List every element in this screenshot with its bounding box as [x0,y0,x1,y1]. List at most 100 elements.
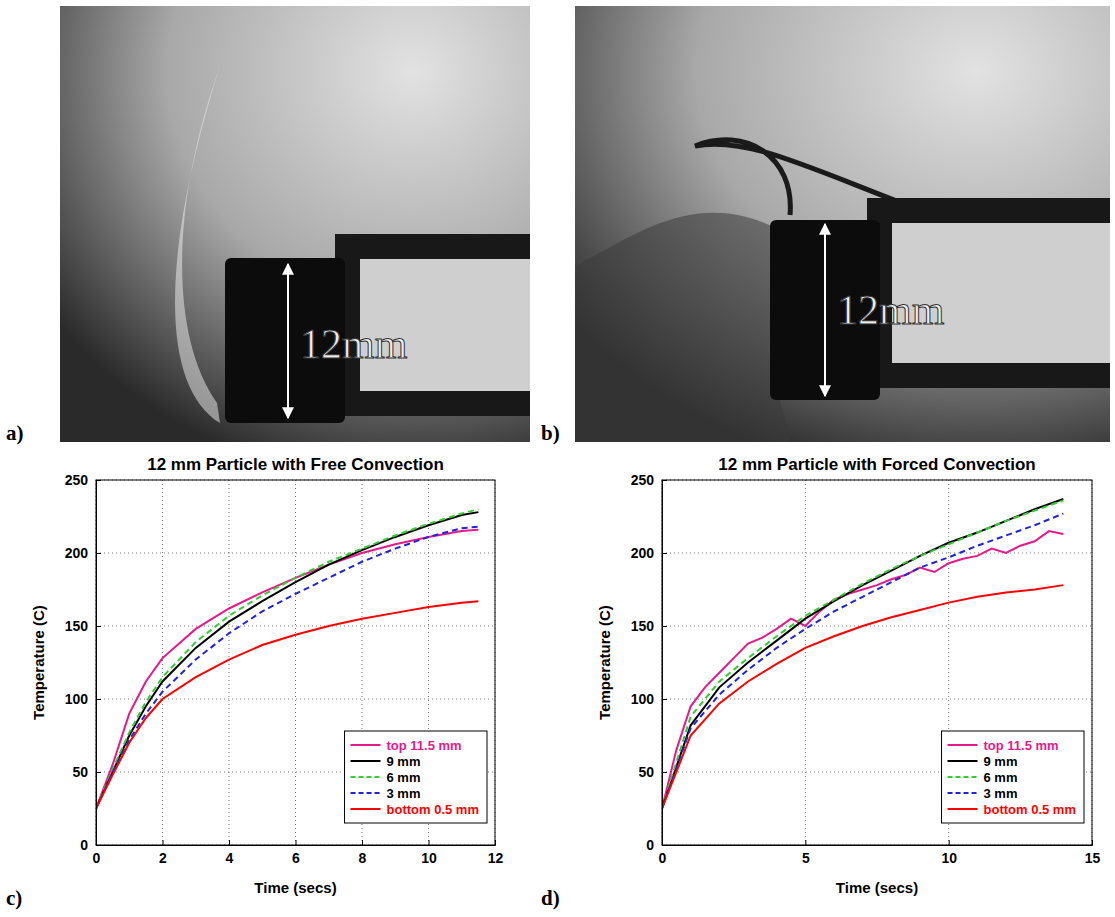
tick-label: 50 [72,764,88,780]
tick-mark [96,480,101,481]
y-axis-title: Temperature (C) [30,605,47,720]
heat-halo [175,66,220,423]
legend-swatch [351,776,381,778]
y-axis-title: Temperature (C) [596,605,613,720]
tick-mark [662,626,667,627]
photo-background [60,6,530,442]
tick-mark [296,840,297,845]
plot-area [662,499,1063,809]
tick-label: 150 [631,618,655,634]
legend-label: 6 mm [984,770,1018,785]
legend-swatch [351,808,381,810]
legend-swatch [948,808,978,810]
tick: 200 [631,545,667,561]
panel-label: b) [541,421,560,445]
legend-swatch [351,792,381,794]
series-line [662,499,1063,809]
chart-title: 12 mm Particle with Forced Convection [718,455,1035,474]
tick-label: 0 [93,850,101,866]
tick: 2 [159,840,167,866]
tick-label: 100 [631,691,655,707]
tick: 0 [646,837,667,853]
legend-swatch [351,744,381,746]
tick-label: 0 [646,837,654,853]
legend-label: 6 mm [387,770,421,785]
chart: 02468101205010015020025012 mm Particle w… [30,455,503,896]
grid [662,480,1092,845]
tick: 100 [631,691,667,707]
legend-swatch [948,776,978,778]
tick-label: 10 [421,850,437,866]
tick: 250 [65,472,101,488]
tick-label: 250 [631,472,655,488]
grid-line [162,480,163,845]
chart-title: 12 mm Particle with Free Convection [147,455,444,474]
series-line [662,514,1063,809]
grid-line [96,553,495,554]
legend-box [942,731,1084,823]
grid [96,480,495,845]
grid-line [96,626,495,627]
tick-label: 0 [659,850,667,866]
panel-label: d) [541,886,560,910]
y-axis: 0 50 100 150 200 250 [631,472,667,853]
scale-label: 12mm [300,321,408,367]
x-axis: 024681012 [93,840,504,866]
legend-label: top 11.5 mm [984,738,1059,753]
legend: top 11.5 mm9 mm6 mm3 mmbottom 0.5 mm [942,731,1084,823]
tick-label: 2 [159,850,167,866]
legend-swatch [948,760,978,762]
legend-label: bottom 0.5 mm [984,802,1076,817]
tick-mark [163,840,164,845]
series-line [662,585,1063,808]
plume [575,213,790,442]
panel-label: a) [6,421,24,445]
plot-background [662,480,1092,845]
y-axis: 050100150200250 [65,472,101,853]
x-axis-title: Time (secs) [836,879,918,896]
tick: 10 [941,840,957,866]
tick-mark [805,840,806,845]
photo: 12mm [575,6,1110,442]
axis-line [97,481,102,846]
tick-mark [229,840,230,845]
tick-label: 15 [1085,850,1101,866]
tick-label: 8 [359,850,367,866]
tick-mark [662,845,667,846]
tick: 6 [292,840,300,866]
tick-mark [96,626,101,627]
x-axis-title: Time (secs) [254,879,336,896]
tick-label: 50 [638,764,654,780]
tick-mark [429,840,430,845]
grid-line [662,626,1092,627]
tick-mark [96,553,101,554]
tick: 15 [1085,840,1101,866]
tick: 250 [631,472,667,488]
legend-swatch [351,760,381,762]
legend-swatch [948,792,978,794]
scale-arrow [824,224,826,396]
tick: 150 [65,618,101,634]
axis-line [663,840,1093,846]
grid-line [805,480,806,845]
tick-label: 5 [802,850,810,866]
tick-label: 0 [80,837,88,853]
tick-mark [662,699,667,700]
scale-label: 12mm [837,287,945,333]
tick-label: 6 [292,850,300,866]
tick-mark [949,840,950,845]
tick-mark [96,699,101,700]
tick: 8 [359,840,367,866]
tick: 200 [65,545,101,561]
tick-mark [96,772,101,773]
tick-label: 250 [65,472,89,488]
legend: top 11.5 mm9 mm6 mm3 mmbottom 0.5 mm [345,731,487,823]
photo: 12mm [60,6,530,442]
series-line [662,531,1063,808]
grid-line [295,480,296,845]
tick-label: 200 [631,545,655,561]
tick: 10 [421,840,437,866]
tick-label: 4 [226,850,234,866]
x-axis: 0 5 10 15 [659,840,1101,866]
legend-label: 9 mm [984,754,1018,769]
